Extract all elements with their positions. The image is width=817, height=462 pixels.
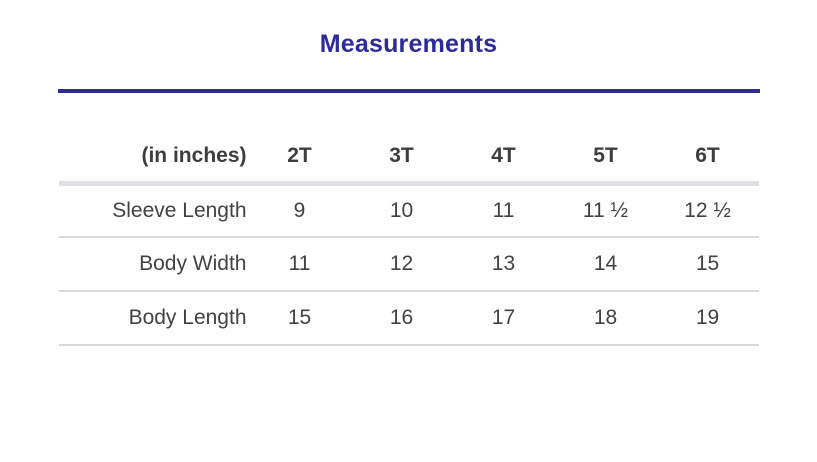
measurements-panel: Measurements (in inches) 2T 3T 4T 5T 6T … [0,30,817,462]
unit-label-header: (in inches) [58,132,249,186]
table-row-sleeve-length: Sleeve Length 9 10 11 11 ½ 12 ½ [58,183,759,238]
cell-length-2t: 15 [248,291,351,346]
column-header-5t: 5T [554,132,657,186]
measurements-table: (in inches) 2T 3T 4T 5T 6T Sleeve Length… [58,132,759,346]
cell-sleeve-4t: 11 [452,183,555,238]
cell-sleeve-2t: 9 [248,183,351,238]
row-label: Body Length [58,291,249,346]
cell-width-6t: 15 [656,237,759,292]
cell-width-5t: 14 [554,237,657,292]
row-label: Body Width [58,237,249,292]
cell-length-6t: 19 [656,291,759,346]
row-label: Sleeve Length [58,183,249,238]
table-row-body-length: Body Length 15 16 17 18 19 [58,291,759,346]
cell-sleeve-3t: 10 [350,183,453,238]
cell-width-3t: 12 [350,237,453,292]
cell-length-5t: 18 [554,291,657,346]
column-header-2t: 2T [248,132,351,186]
column-header-3t: 3T [350,132,453,186]
table-row-body-width: Body Width 11 12 13 14 15 [58,237,759,292]
cell-sleeve-6t: 12 ½ [656,183,759,238]
cell-sleeve-5t: 11 ½ [554,183,657,238]
table-header-row: (in inches) 2T 3T 4T 5T 6T [58,132,759,186]
column-header-6t: 6T [656,132,759,186]
cell-length-4t: 17 [452,291,555,346]
cell-width-4t: 13 [452,237,555,292]
cell-width-2t: 11 [248,237,351,292]
page-title: Measurements [319,30,498,58]
cell-length-3t: 16 [350,291,453,346]
column-header-4t: 4T [452,132,555,186]
title-divider [57,89,760,93]
